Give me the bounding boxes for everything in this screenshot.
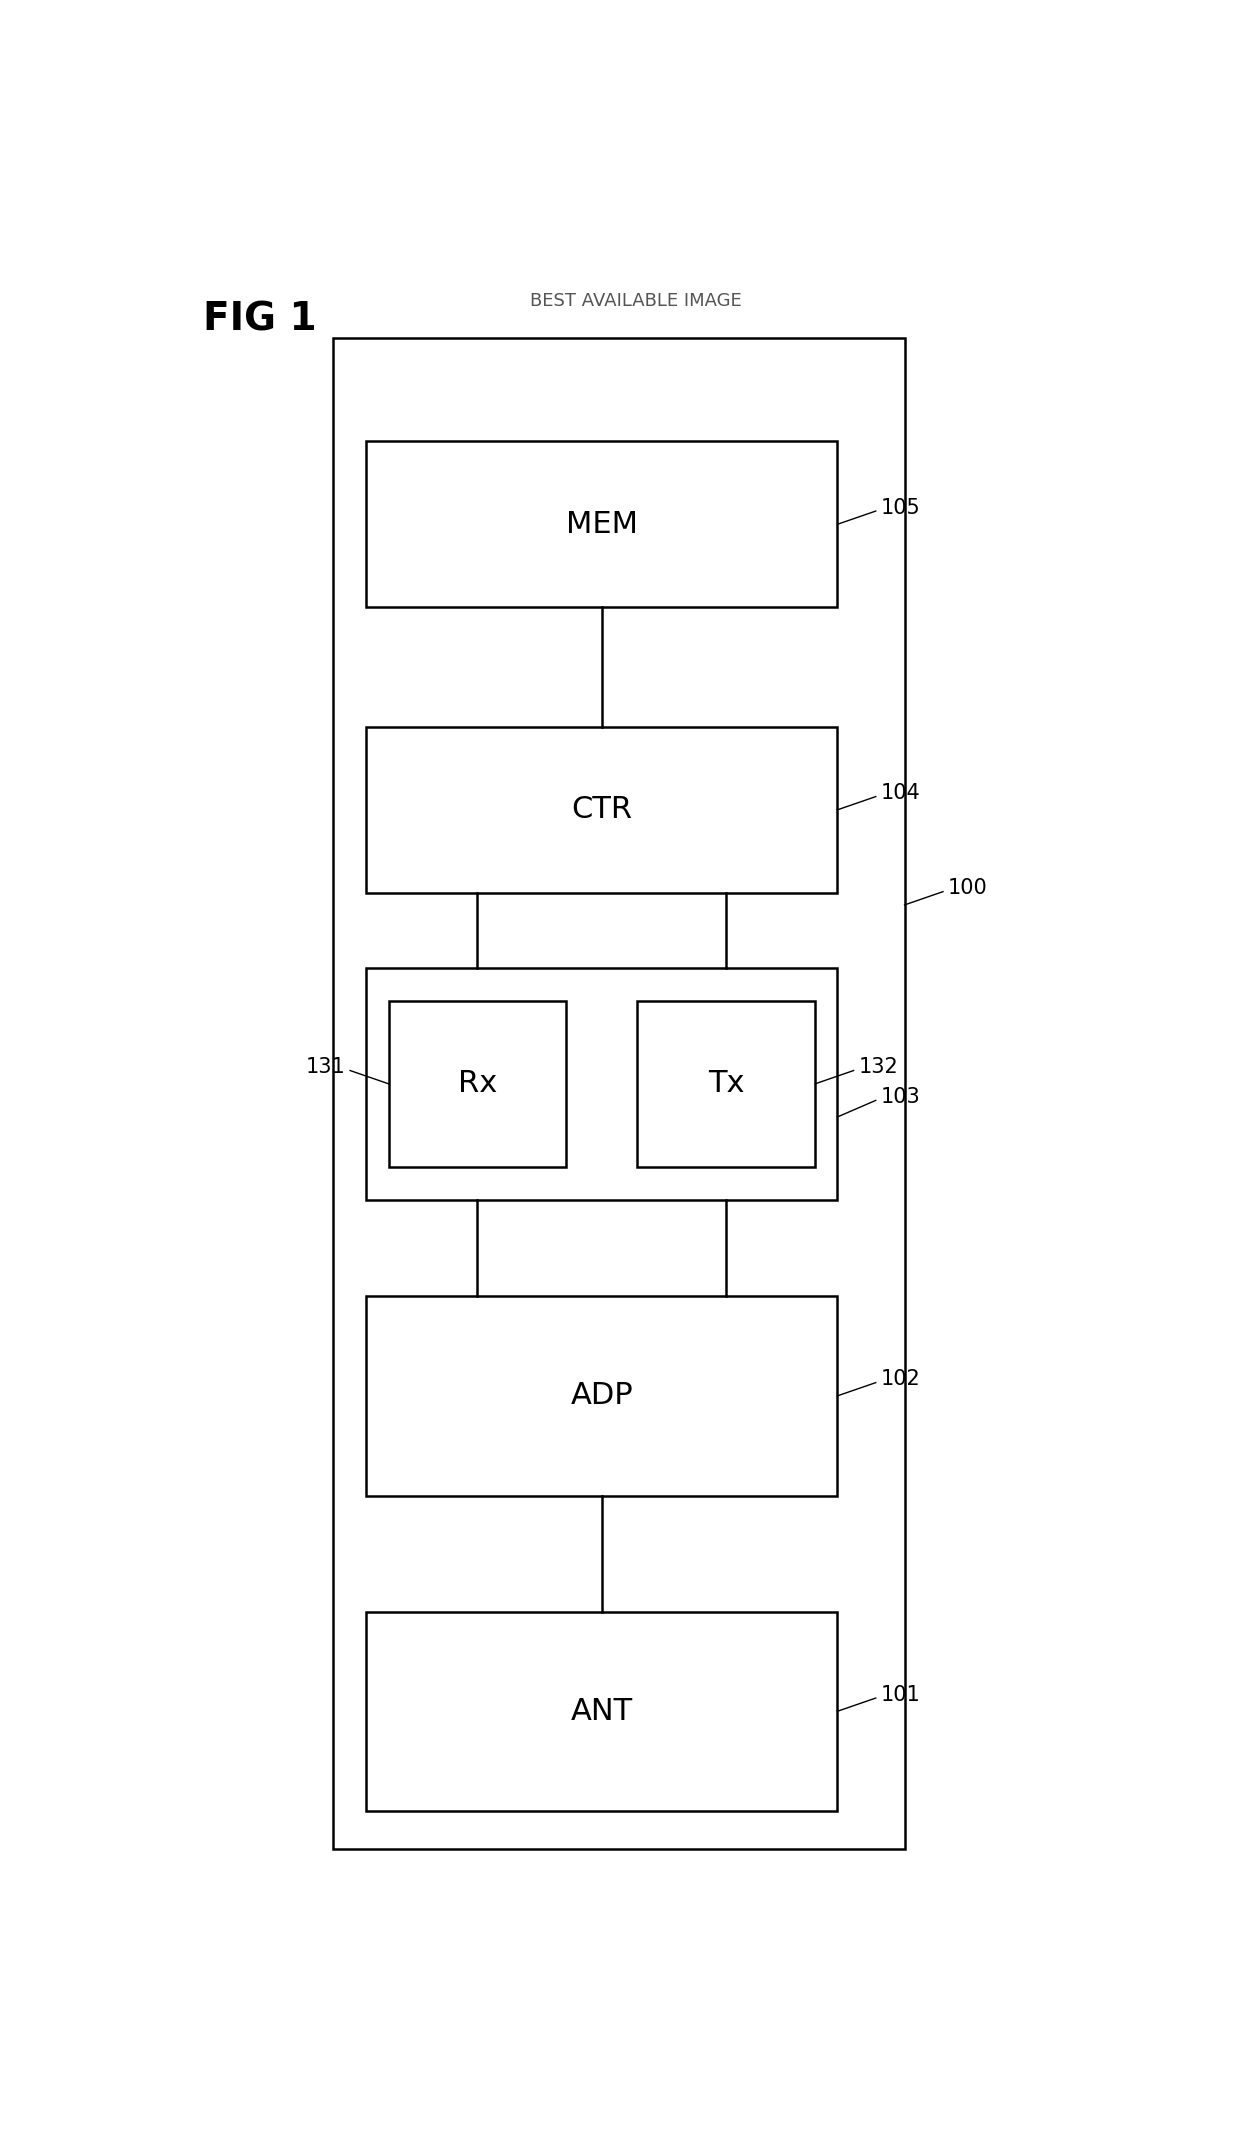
Text: Rx: Rx: [458, 1069, 497, 1097]
Bar: [367, 1613, 837, 1811]
Text: 103: 103: [880, 1087, 920, 1106]
Text: 131: 131: [305, 1056, 345, 1078]
Bar: [332, 338, 904, 1850]
Text: 105: 105: [880, 498, 920, 517]
Text: ANT: ANT: [570, 1697, 632, 1725]
Bar: [388, 1000, 567, 1166]
Text: CTR: CTR: [572, 796, 632, 824]
Text: BEST AVAILABLE IMAGE: BEST AVAILABLE IMAGE: [529, 291, 742, 310]
Bar: [367, 442, 837, 608]
Bar: [367, 1296, 837, 1496]
Text: 104: 104: [880, 783, 920, 804]
Bar: [367, 727, 837, 893]
Bar: [637, 1000, 815, 1166]
Text: ADP: ADP: [570, 1382, 634, 1410]
Text: Tx: Tx: [708, 1069, 744, 1097]
Text: 102: 102: [880, 1369, 920, 1388]
Text: MEM: MEM: [565, 509, 637, 539]
Bar: [367, 968, 837, 1201]
Text: FIG 1: FIG 1: [203, 300, 316, 338]
Text: 100: 100: [947, 877, 987, 899]
Text: 132: 132: [858, 1056, 898, 1078]
Text: 101: 101: [880, 1684, 920, 1705]
